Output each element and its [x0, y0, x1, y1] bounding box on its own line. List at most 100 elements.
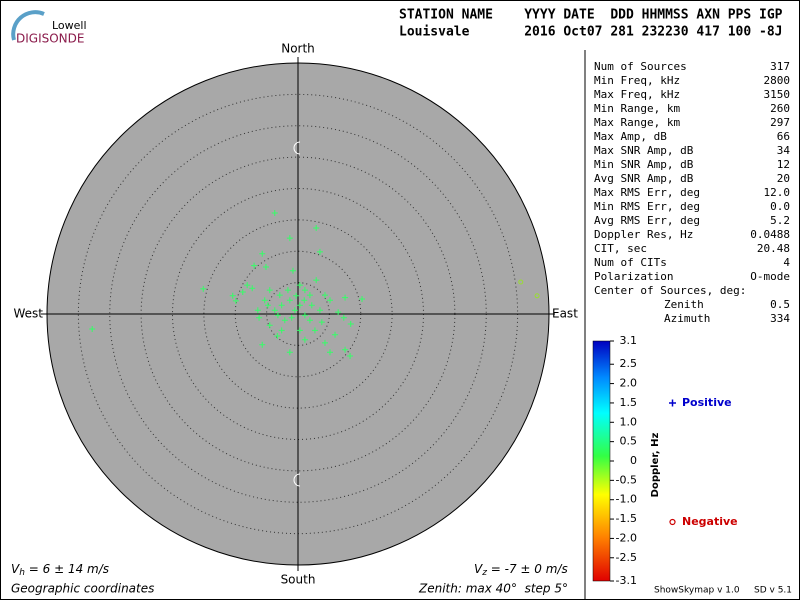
source-plus — [335, 309, 342, 316]
stat-value: 20.48 — [757, 242, 790, 255]
source-plus — [274, 332, 281, 339]
source-plus — [311, 327, 318, 334]
stat-label: Min SNR Amp, dB — [594, 158, 694, 171]
source-plus — [340, 314, 347, 321]
source-plus — [296, 327, 303, 334]
logo-arc — [11, 10, 45, 41]
source-plus — [321, 339, 328, 346]
stat-label: Max RMS Err, deg — [594, 186, 700, 199]
source-plus — [301, 312, 308, 319]
source-plus — [306, 317, 313, 324]
version: SD v 5.1 — [754, 586, 792, 596]
colorbar-tick-label: -2.0 — [616, 531, 637, 544]
legend-label: Negative — [682, 515, 738, 528]
source-plus — [342, 346, 349, 353]
stat-value: 5.2 — [770, 214, 790, 227]
source-plus — [288, 314, 295, 321]
logo-bottom: DIGISONDE — [16, 32, 84, 46]
zenith-info: Zenith: max 40° step 5° — [418, 582, 568, 596]
source-plus — [261, 297, 268, 304]
stat-value: O-mode — [750, 270, 790, 283]
colorbar-tick-label: 0 — [630, 454, 637, 467]
center-value: 334 — [770, 312, 790, 325]
source-plus — [321, 292, 328, 299]
source-plus — [271, 209, 278, 216]
source-plus — [249, 285, 256, 292]
source-plus — [286, 297, 293, 304]
source-plus — [259, 341, 266, 348]
source-circle — [534, 293, 540, 299]
colorbar-tick-label: 2.0 — [620, 377, 638, 390]
stat-value: 260 — [770, 102, 790, 115]
center-value: 0.5 — [770, 298, 790, 311]
stat-label: Polarization — [594, 270, 673, 283]
source-plus — [301, 336, 308, 343]
source-plus — [229, 292, 236, 299]
source-plus — [264, 302, 271, 309]
source-plus — [306, 292, 313, 299]
center-label: Zenith — [664, 298, 704, 311]
stat-value: 317 — [770, 60, 790, 73]
source-plus — [316, 248, 323, 255]
colorbar-tick-label: 1.5 — [620, 396, 638, 409]
stat-label: Min Range, km — [594, 102, 680, 115]
stat-value: 34 — [777, 144, 791, 157]
source-plus — [251, 262, 258, 269]
source-plus — [291, 307, 298, 314]
source-circle — [518, 279, 524, 285]
source-plus — [259, 250, 266, 257]
source-plus — [254, 307, 261, 314]
center-label: Azimuth — [664, 312, 710, 325]
center-title: Center of Sources, deg: — [594, 284, 746, 297]
colorbar-tick-label: 0.5 — [620, 435, 638, 448]
source-plus — [318, 319, 325, 326]
source-plus — [347, 321, 354, 328]
colorbar-tick-label: -1.5 — [616, 512, 637, 525]
source-plus — [281, 317, 288, 324]
stat-label: Max Freq, kHz — [594, 88, 680, 101]
stat-label: Num of CITs — [594, 256, 667, 269]
source-plus — [301, 287, 308, 294]
source-plus — [276, 292, 283, 299]
source-plus — [293, 292, 300, 299]
stat-label: Doppler Res, Hz — [594, 228, 693, 241]
vz: Vz = -7 ± 0 m/s — [474, 562, 568, 578]
stat-label: Num of Sources — [594, 60, 687, 73]
stat-label: Avg RMS Err, deg — [594, 214, 700, 227]
header-line: Louisvale 2016 Oct07 281 232230 417 100 … — [399, 25, 783, 40]
source-plus — [266, 287, 273, 294]
source-plus — [262, 263, 269, 270]
source-plus — [313, 225, 320, 232]
source-plus — [239, 289, 246, 296]
legend-symbol — [669, 518, 676, 526]
colorbar-tick-label: 1.0 — [620, 415, 638, 428]
stat-value: 66 — [777, 130, 790, 143]
colorbar-tick-label: -1.0 — [616, 493, 637, 506]
stat-value: 297 — [770, 116, 790, 129]
compass-e: East — [552, 307, 578, 321]
source-plus — [359, 295, 366, 302]
legend-symbol — [669, 399, 676, 407]
source-plus — [271, 307, 278, 314]
colorbar-tick-label: -2.5 — [616, 551, 637, 564]
vh: Vh = 6 ± 14 m/s — [11, 562, 109, 578]
source-plus — [266, 322, 273, 329]
source-plus — [342, 294, 349, 301]
source-plus — [301, 297, 308, 304]
source-plus — [286, 235, 293, 242]
source-plus — [274, 312, 281, 319]
source-plus — [244, 282, 251, 289]
colorbar-label: Doppler, Hz — [650, 433, 661, 498]
source-plus — [232, 297, 239, 304]
compass-s: South — [281, 573, 316, 587]
source-plus — [313, 277, 320, 284]
source-plus — [327, 297, 334, 304]
source-plus — [327, 349, 334, 356]
colorbar-tick-label: 3.1 — [620, 334, 638, 347]
coords: Geographic coordinates — [11, 582, 154, 596]
source-plus — [296, 302, 303, 309]
source-plus — [332, 331, 339, 338]
colorbar-tick-label: 2.5 — [620, 357, 638, 370]
source-plus — [296, 282, 303, 289]
